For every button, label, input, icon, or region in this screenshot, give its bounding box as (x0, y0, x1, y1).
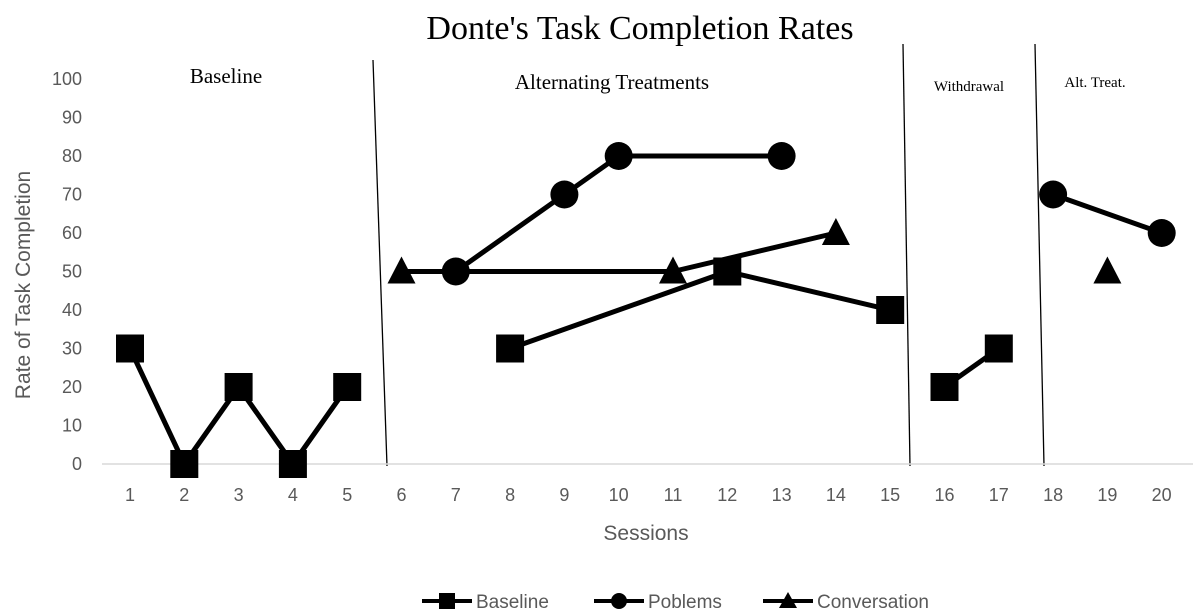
data-point-conversation (1093, 256, 1122, 284)
x-tick-label: 11 (664, 485, 683, 505)
data-point-conversation (659, 256, 687, 284)
x-tick-label: 17 (989, 485, 1009, 505)
y-axis-title: Rate of Task Completion (12, 171, 35, 399)
y-tick-label: 40 (62, 300, 82, 320)
x-tick-label: 19 (1097, 485, 1117, 505)
phase-label-withdrawal: Withdrawal (934, 79, 1004, 95)
x-tick-label: 6 (396, 485, 406, 505)
legend-item-poblems: Poblems (594, 592, 722, 613)
phase-label-alternating-treatments: Alternating Treatments (515, 70, 709, 94)
x-axis-ticks: 1 2 3 4 5 6 7 8 9 10 11 12 13 14 15 16 17 18 19 20 (125, 485, 1172, 505)
x-tick-label: 8 (505, 485, 515, 505)
series-line-baseline (507, 269, 893, 351)
data-point-baseline (496, 334, 525, 363)
y-tick-label: 80 (62, 146, 82, 166)
y-tick-label: 100 (52, 69, 82, 89)
x-tick-label: 14 (826, 485, 846, 505)
x-tick-label: 5 (342, 485, 352, 505)
data-point-baseline (278, 450, 307, 478)
y-tick-label: 30 (62, 339, 82, 359)
series-layer (116, 142, 1176, 478)
data-point-baseline (930, 373, 959, 401)
legend: Baseline Poblems Conversation (422, 592, 929, 613)
x-axis-title: Sessions (603, 522, 688, 545)
y-tick-label: 90 (62, 108, 82, 128)
y-tick-label: 70 (62, 185, 82, 205)
x-tick-label: 9 (559, 485, 569, 505)
phase-label-alt-treat: Alt. Treat. (1064, 75, 1125, 91)
series-conversation (387, 218, 1122, 284)
legend-circle-marker (611, 593, 627, 609)
data-point-poblems (767, 142, 796, 170)
x-tick-label: 2 (179, 485, 189, 505)
x-tick-label: 3 (234, 485, 244, 505)
legend-label-baseline: Baseline (476, 592, 549, 613)
legend-label-poblems: Poblems (648, 592, 722, 613)
data-point-poblems (1039, 180, 1068, 209)
legend-item-baseline: Baseline (422, 592, 549, 613)
series-line-baseline (127, 346, 350, 467)
data-point-baseline (170, 450, 199, 478)
phase-line-3 (1034, 43, 1045, 467)
chart-title: Donte's Task Completion Rates (426, 10, 853, 47)
legend-square-marker (439, 593, 455, 609)
series-baseline (116, 257, 1013, 478)
data-point-conversation (821, 218, 850, 245)
x-tick-label: 4 (288, 485, 298, 505)
legend-item-conversation: Conversation (763, 592, 929, 613)
x-tick-label: 20 (1152, 485, 1172, 505)
series-line-poblems (1050, 192, 1165, 236)
data-point-baseline (116, 334, 144, 363)
y-tick-label: 0 (72, 454, 82, 474)
x-tick-label: 15 (880, 485, 900, 505)
y-tick-label: 60 (62, 223, 82, 243)
phase-change-lines (372, 43, 1045, 467)
data-point-baseline (333, 373, 362, 401)
phase-line-2 (902, 43, 911, 467)
x-tick-label: 12 (717, 485, 737, 505)
x-tick-label: 18 (1043, 485, 1063, 505)
y-tick-label: 50 (62, 262, 82, 282)
phase-label-baseline: Baseline (190, 64, 262, 88)
data-point-baseline (876, 296, 905, 324)
x-tick-label: 16 (934, 485, 954, 505)
x-tick-label: 7 (451, 485, 461, 505)
x-tick-label: 13 (772, 485, 792, 505)
data-point-poblems (550, 180, 579, 209)
legend-label-conversation: Conversation (817, 592, 929, 613)
x-tick-label: 10 (609, 485, 629, 505)
phase-line-1 (372, 59, 388, 467)
y-axis-ticks: 0 10 20 30 40 50 60 70 80 90 100 (52, 69, 82, 474)
data-point-baseline (984, 334, 1013, 363)
y-tick-label: 20 (62, 377, 82, 397)
legend-triangle-marker (779, 592, 797, 608)
series-poblems (441, 142, 1176, 286)
data-point-poblems (604, 142, 633, 170)
data-point-poblems (1147, 219, 1176, 247)
series-line-poblems (453, 153, 785, 274)
y-tick-label: 10 (62, 416, 82, 436)
x-tick-label: 1 (125, 485, 135, 505)
data-point-baseline (224, 373, 253, 401)
data-point-conversation (387, 256, 416, 284)
